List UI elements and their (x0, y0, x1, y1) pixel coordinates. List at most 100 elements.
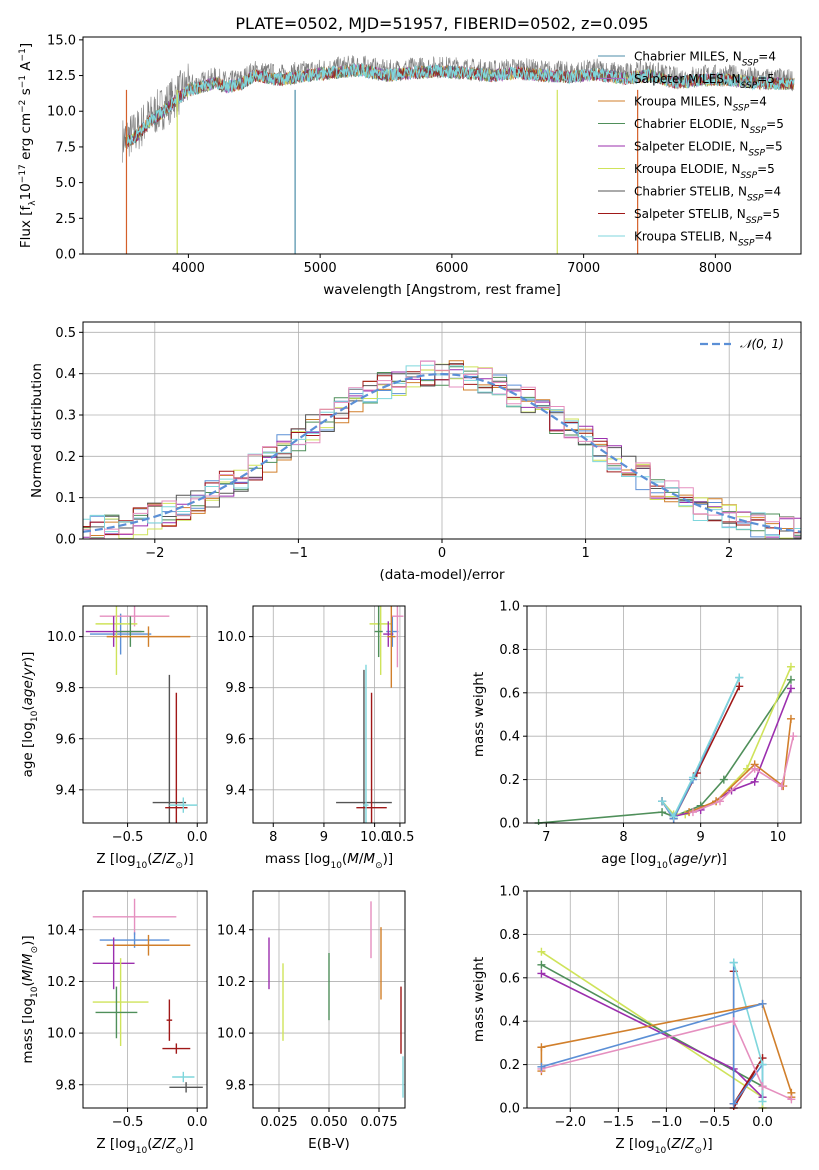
y-tick-label: 1.0 (499, 600, 520, 615)
mass-weight-line (538, 679, 792, 824)
y-tick-label: 9.8 (55, 681, 76, 696)
x-tick-label: −1.0 (651, 1115, 683, 1130)
y-tick-label: 0.0 (499, 1102, 520, 1117)
plus-marker (758, 1060, 767, 1069)
x-tick-label: 9 (320, 830, 328, 845)
spectrum-title: PLATE=0502, MJD=51957, FIBERID=0502, z=0… (235, 14, 648, 33)
y-tick-label: 9.8 (225, 1078, 246, 1093)
spectrum-panel: 4000 5000 6000 7000 8000 0.0 2.5 5.0 7.5 10.0 12.5… (18, 14, 802, 298)
residual-xlabel: (data-model)/error (379, 567, 505, 583)
plus-marker (758, 1082, 767, 1091)
age-metallicity-panel: −0.5 0.0 9.4 9.6 9.8 10.0 Z [log10(Z/Z⊙)] age [… (20, 605, 208, 871)
y-tick-label: 10.0 (47, 1027, 76, 1042)
mass-weight-line (540, 951, 764, 1108)
ylabel: mass weight (471, 957, 487, 1042)
error-bar-point (169, 1082, 203, 1093)
massweight-age-panel: 7 8 9 10 0.0 0.2 0.4 0.6 0.8 1.0 mass weight age [l… (471, 600, 802, 871)
y-tick-label: 1.0 (499, 885, 520, 900)
plus-marker (729, 1099, 738, 1108)
error-bar-point (336, 669, 392, 823)
plus-marker (786, 684, 795, 693)
x-tick-label: 0.0 (187, 1115, 208, 1130)
legend-label: Chabrier MILES, NSSP=4 (634, 50, 776, 69)
y-tick-label: 0.3 (55, 409, 76, 424)
y-tick-label: 0.2 (499, 773, 520, 788)
plus-marker (719, 775, 728, 784)
plus-marker (658, 797, 667, 806)
y-tick-label: 10.0 (217, 630, 246, 645)
x-tick-label: −2.0 (554, 1115, 586, 1130)
x-tick-label: 4000 (172, 261, 205, 276)
plus-marker (789, 732, 798, 741)
plus-marker (786, 662, 795, 671)
y-tick-label: 0.0 (55, 533, 76, 548)
error-bar-point (92, 898, 177, 935)
error-bar-point (356, 692, 387, 823)
x-tick-label: 0.0 (752, 1115, 773, 1130)
x-tick-label: −1.5 (603, 1115, 635, 1130)
plus-marker (758, 1097, 767, 1106)
y-tick-label: 9.6 (225, 732, 246, 747)
ylabel: mass weight (471, 672, 487, 757)
y-tick-label: 0.2 (499, 1058, 520, 1073)
error-bar-point (169, 797, 198, 813)
mass-weight-line (541, 964, 764, 1098)
plus-marker (750, 764, 759, 773)
x-tick-label: 7 (542, 830, 550, 845)
error-bar-point (116, 616, 145, 647)
plus-marker (688, 808, 697, 817)
x-tick-label: 8 (269, 830, 277, 845)
plot-area (85, 606, 198, 823)
error-bar-point (387, 606, 396, 688)
spectrum-xlabel: wavelength [Angstrom, rest frame] (323, 282, 561, 298)
y-tick-label: 0.2 (55, 450, 76, 465)
y-tick-label: 2.5 (55, 212, 76, 227)
y-tick-label: 0.8 (499, 928, 520, 943)
y-tick-label: 0.0 (55, 248, 76, 263)
x-tick-label: −0.5 (112, 830, 144, 845)
y-tick-label: 10.2 (217, 975, 246, 990)
xlabel: Z [log10(Z/Z⊙)] (96, 851, 193, 871)
axes-frame (252, 605, 406, 824)
model-spectrum-line (125, 62, 795, 147)
x-tick-label: 8000 (699, 261, 732, 276)
axes-frame (82, 36, 802, 255)
plus-marker (537, 1062, 546, 1071)
error-bar-point (152, 674, 187, 823)
normal-reference-curve (83, 372, 801, 533)
plus-marker (715, 797, 724, 806)
mass-weight-line (688, 718, 792, 813)
ylabel: mass [log10(M/M⊙)] (20, 935, 40, 1063)
xlabel: E(B-V) (308, 1136, 350, 1152)
x-tick-label: 0.050 (310, 1115, 347, 1130)
error-bar-point (162, 1043, 191, 1054)
error-bar-point (165, 692, 188, 823)
plus-marker (729, 1017, 738, 1026)
spectrum-ylabel: Flux [fλ10−17 erg cm−2 s−1 A−1] (18, 43, 38, 248)
xlabel: age [log10(age/yr)] (601, 851, 727, 871)
mass-extinction-panel: 0.025 0.050 0.075 9.8 10.0 10.2 10.4 E(B-V) (217, 890, 406, 1152)
plot-area (268, 901, 404, 1098)
x-tick-label: −0.5 (699, 1115, 731, 1130)
y-tick-label: 0.6 (499, 686, 520, 701)
y-tick-label: 10.0 (217, 1027, 246, 1042)
y-tick-label: 15.0 (47, 33, 76, 48)
plot-area (92, 898, 203, 1093)
x-tick-label: 9 (697, 830, 705, 845)
plus-marker (787, 1095, 796, 1104)
plus-marker (729, 958, 738, 967)
y-tick-label: 7.5 (55, 140, 76, 155)
y-tick-label: 10.0 (47, 630, 76, 645)
axes-frame (82, 890, 208, 1109)
y-tick-label: 0.8 (499, 643, 520, 658)
error-bar-point (92, 937, 135, 990)
plot-area (537, 947, 796, 1110)
y-tick-label: 9.4 (55, 783, 76, 798)
y-tick-label: 0.5 (55, 326, 76, 341)
spectrum-plot-area (122, 55, 795, 254)
legend-label: 𝒩(0, 1) (740, 337, 784, 351)
y-tick-label: 10.4 (217, 923, 246, 938)
error-bar-point (106, 626, 191, 647)
error-bar-point (92, 958, 149, 1046)
